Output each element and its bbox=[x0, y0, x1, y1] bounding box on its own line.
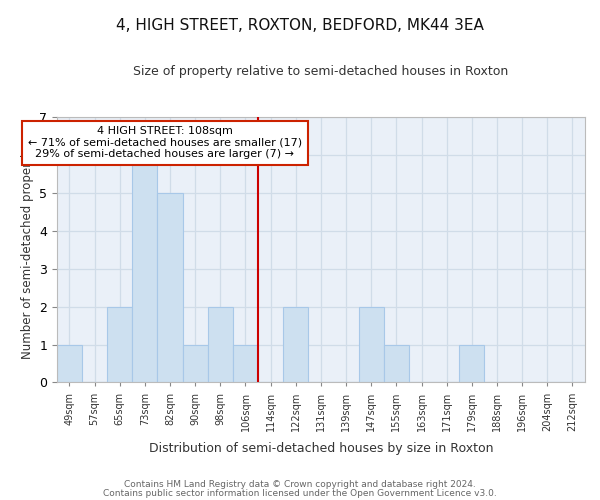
Bar bbox=[57, 344, 82, 383]
Bar bbox=[208, 306, 233, 382]
Title: Size of property relative to semi-detached houses in Roxton: Size of property relative to semi-detach… bbox=[133, 65, 509, 78]
Bar bbox=[107, 306, 132, 382]
Bar bbox=[233, 344, 258, 383]
Bar bbox=[283, 306, 308, 382]
Bar bbox=[157, 192, 182, 382]
Text: 4, HIGH STREET, ROXTON, BEDFORD, MK44 3EA: 4, HIGH STREET, ROXTON, BEDFORD, MK44 3E… bbox=[116, 18, 484, 32]
Text: 4 HIGH STREET: 108sqm
← 71% of semi-detached houses are smaller (17)
29% of semi: 4 HIGH STREET: 108sqm ← 71% of semi-deta… bbox=[28, 126, 302, 160]
Bar bbox=[384, 344, 409, 383]
Bar bbox=[459, 344, 484, 383]
Bar bbox=[359, 306, 384, 382]
X-axis label: Distribution of semi-detached houses by size in Roxton: Distribution of semi-detached houses by … bbox=[149, 442, 493, 455]
Text: Contains public sector information licensed under the Open Government Licence v3: Contains public sector information licen… bbox=[103, 488, 497, 498]
Text: Contains HM Land Registry data © Crown copyright and database right 2024.: Contains HM Land Registry data © Crown c… bbox=[124, 480, 476, 489]
Y-axis label: Number of semi-detached properties: Number of semi-detached properties bbox=[20, 140, 34, 359]
Bar bbox=[182, 344, 208, 383]
Bar bbox=[132, 154, 157, 382]
